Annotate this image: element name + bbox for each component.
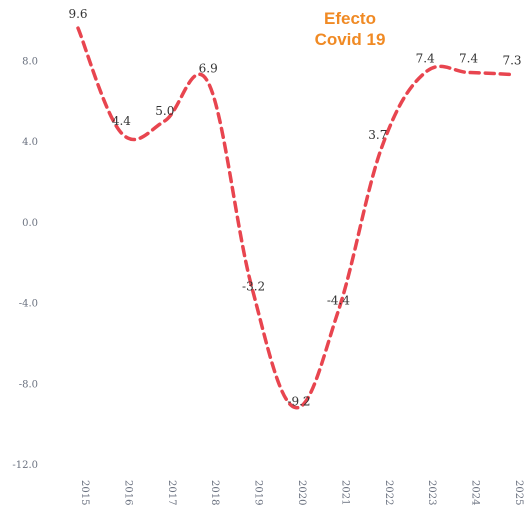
y-tick-label: 8.0 xyxy=(22,56,38,67)
data-label: 7.4 xyxy=(416,51,435,65)
y-tick-label: -12.0 xyxy=(12,460,38,471)
y-tick-label: 4.0 xyxy=(22,137,38,148)
annotation-line-2: Covid 19 xyxy=(314,30,386,49)
covid-annotation: Efecto Covid 19 xyxy=(290,8,410,50)
data-label: -3.2 xyxy=(242,279,265,293)
x-tick-label: 2021 xyxy=(339,480,350,505)
y-axis-ticks: 8.0 4.0 0.0 -4.0 -8.0 -12.0 xyxy=(12,56,38,471)
data-label: 5.0 xyxy=(155,104,174,118)
data-label: 7.4 xyxy=(459,51,478,65)
y-tick-label: -4.0 xyxy=(19,299,38,310)
y-tick-label: -8.0 xyxy=(19,379,38,390)
x-axis-ticks: 2015 2016 2017 2018 2019 2020 2021 2022 2023 2024… xyxy=(79,480,524,505)
x-tick-label: 2023 xyxy=(426,480,437,505)
x-tick-label: 2017 xyxy=(166,480,177,505)
x-tick-label: 2020 xyxy=(296,480,307,505)
series-line xyxy=(76,26,514,410)
data-label: 4.4 xyxy=(112,114,131,128)
annotation-line-1: Efecto xyxy=(324,9,376,28)
data-label: -9.2 xyxy=(287,394,310,408)
x-tick-label: 2019 xyxy=(253,480,264,505)
x-tick-label: 2018 xyxy=(209,480,220,505)
data-label: 7.3 xyxy=(502,53,521,67)
x-tick-label: 2025 xyxy=(513,480,524,505)
data-label: 9.6 xyxy=(68,7,87,21)
y-tick-label: 0.0 xyxy=(22,218,38,229)
data-label: 6.9 xyxy=(199,62,218,76)
x-tick-label: 2016 xyxy=(122,480,133,505)
data-label: 3.7 xyxy=(368,128,387,142)
data-label: -4.4 xyxy=(327,294,351,308)
x-tick-label: 2022 xyxy=(383,480,394,505)
data-labels: 9.6 4.4 5.0 6.9 -3.2 -9.2 -4.4 3.7 7.4 7.4 7.3 xyxy=(68,7,521,408)
x-tick-label: 2015 xyxy=(79,480,90,505)
x-tick-label: 2024 xyxy=(470,480,481,505)
